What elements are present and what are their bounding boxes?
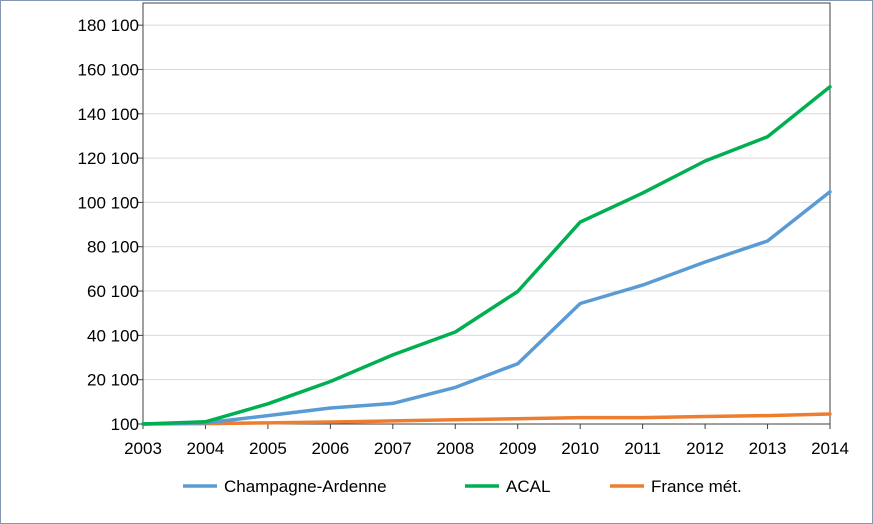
x-tick-label: 2010	[561, 439, 599, 458]
y-tick-label: 180 100	[78, 16, 139, 35]
x-tick-label: 2009	[499, 439, 537, 458]
x-tick-label: 2004	[187, 439, 225, 458]
y-tick-label: 80 100	[87, 238, 139, 257]
y-tick-label: 100 100	[78, 193, 139, 212]
x-tick-label: 2003	[124, 439, 162, 458]
x-tick-label: 2007	[374, 439, 412, 458]
gridlines	[143, 24, 830, 425]
series-lines	[141, 85, 832, 426]
x-axis: 2003 2004 2005 2006 2007 2008 2009 2010 2011 2012…	[124, 424, 849, 458]
plot-area-border	[142, 2, 831, 425]
y-tick-label: 160 100	[78, 60, 139, 79]
y-tick-label: 40 100	[87, 326, 139, 345]
x-tick-label: 2008	[436, 439, 474, 458]
y-tick-label: 20 100	[87, 371, 139, 390]
legend-label: ACAL	[506, 477, 550, 496]
series-line-france-m-t	[141, 412, 832, 426]
series-line-acal	[141, 85, 832, 426]
y-tick-label: 60 100	[87, 282, 139, 301]
x-tick-label: 2014	[811, 439, 849, 458]
x-tick-label: 2005	[249, 439, 287, 458]
y-tick-label: 120 100	[78, 149, 139, 168]
legend-label: France mét.	[651, 477, 742, 496]
y-tick-label: 140 100	[78, 105, 139, 124]
x-tick-label: 2006	[311, 439, 349, 458]
legend: Champagne-Ardenne ACAL France mét.	[183, 477, 742, 496]
x-tick-label: 2012	[686, 439, 724, 458]
legend-label: Champagne-Ardenne	[224, 477, 387, 496]
x-tick-label: 2011	[624, 439, 661, 458]
series-line-champagne-ardenne	[141, 190, 832, 426]
y-tick-label: 100	[111, 415, 139, 434]
y-axis: 100 20 100 40 100 60 100 80 100 100 100 120 10…	[78, 16, 143, 434]
x-tick-label: 2013	[749, 439, 787, 458]
